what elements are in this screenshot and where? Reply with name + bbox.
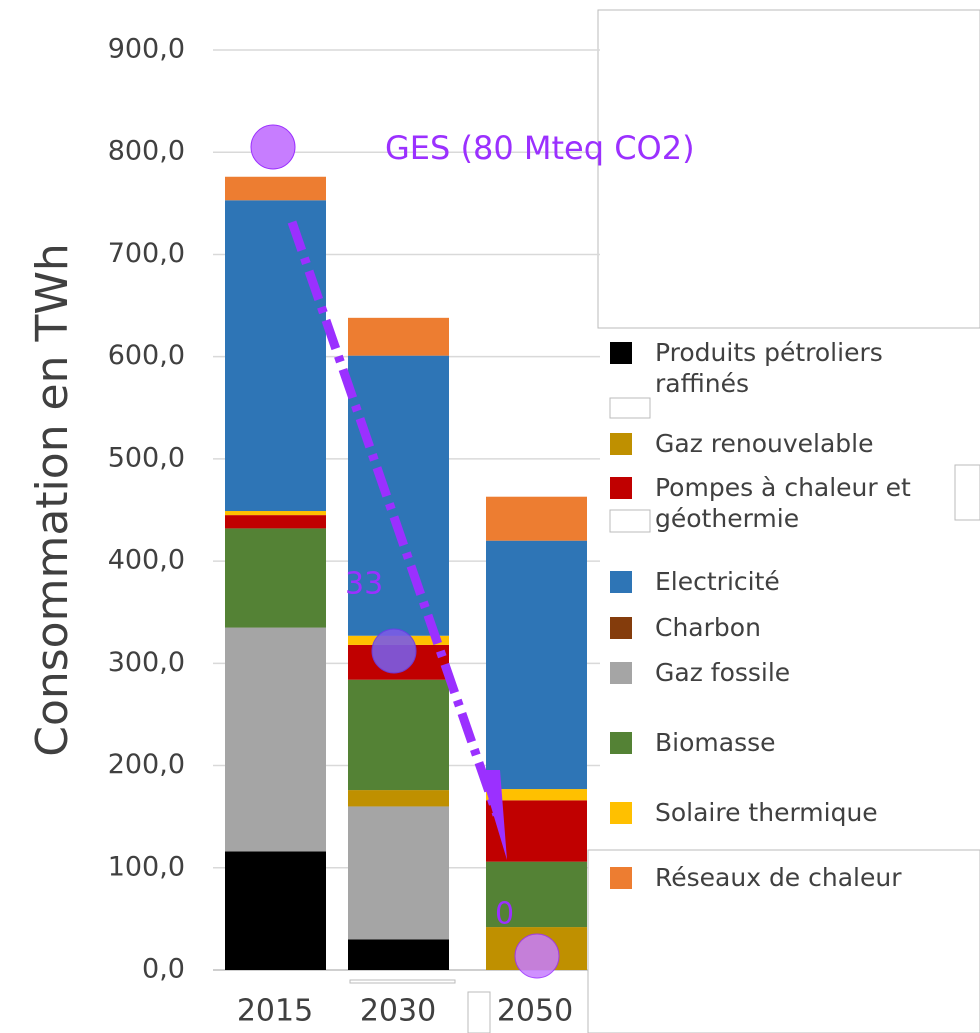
x-tick-label: 2030 — [360, 994, 436, 1029]
trend-arrow — [287, 220, 502, 817]
bar-segment — [225, 627, 326, 852]
legend-label: Gaz fossile — [655, 658, 791, 687]
overlay-box — [609, 397, 651, 419]
legend-swatch — [610, 617, 632, 639]
overlay-box — [597, 9, 980, 329]
arrow-head — [480, 770, 507, 860]
legend-item: Réseaux de chaleur — [610, 862, 980, 893]
legend-item: Electricité — [610, 566, 980, 597]
bar-segment — [348, 806, 449, 940]
y-tick-label: 800,0 — [108, 136, 185, 167]
annotation: 0 — [495, 897, 514, 932]
legend-label: Charbon — [655, 613, 761, 642]
bar-segment — [348, 317, 449, 356]
bar-segment — [225, 200, 326, 512]
marker — [514, 933, 560, 979]
overlay-box — [467, 991, 491, 1033]
bar-segment — [348, 355, 449, 636]
bar-segment — [486, 540, 587, 790]
legend-swatch — [610, 802, 632, 824]
legend-swatch — [610, 662, 632, 684]
bar-segment — [225, 511, 326, 516]
x-tick-label: 2050 — [497, 994, 573, 1029]
y-tick-label: 500,0 — [108, 442, 185, 473]
y-tick-label: 300,0 — [108, 647, 185, 678]
y-tick-label: 400,0 — [108, 545, 185, 576]
marker — [250, 124, 296, 170]
bar-segment — [348, 790, 449, 807]
legend-swatch — [610, 342, 632, 364]
legend-item: Solaire thermique — [610, 797, 980, 828]
bar-segment — [486, 861, 587, 928]
bar-segment — [225, 515, 326, 529]
legend-item: Biomasse — [610, 727, 980, 758]
legend-item: Pompes à chaleur et géothermie — [610, 472, 925, 534]
bar-segment — [348, 939, 449, 970]
legend-item: Gaz fossile — [610, 657, 980, 688]
overlay-box — [349, 979, 456, 984]
legend-item: Produits pétroliers raffinés — [610, 337, 955, 399]
bar-segment — [486, 496, 587, 541]
legend-swatch — [610, 477, 632, 499]
legend-swatch — [610, 732, 632, 754]
bar-segment — [225, 851, 326, 970]
y-tick-label: 900,0 — [108, 34, 185, 65]
bar-segment — [225, 528, 326, 628]
legend-item: Gaz renouvelable — [610, 428, 980, 459]
legend-swatch — [610, 433, 632, 455]
bar-segment — [225, 176, 326, 201]
legend-label: Réseaux de chaleur — [655, 863, 902, 892]
legend-label: Electricité — [655, 567, 780, 596]
y-tick-label: 0,0 — [142, 954, 185, 985]
y-tick-label: 100,0 — [108, 851, 185, 882]
annotation: GES (80 Mteq CO2) — [385, 129, 695, 167]
legend-label: Solaire thermique — [655, 798, 878, 827]
legend-swatch — [610, 867, 632, 889]
bar-segment — [348, 679, 449, 791]
y-tick-label: 600,0 — [108, 340, 185, 371]
legend-label: Pompes à chaleur et géothermie — [655, 473, 911, 533]
y-tick-label: 700,0 — [108, 238, 185, 269]
marker — [371, 628, 417, 674]
annotation: 33 — [345, 567, 383, 602]
legend-label: Biomasse — [655, 728, 776, 757]
legend-item: Charbon — [610, 612, 980, 643]
overlay-box — [587, 849, 980, 1033]
overlay-box — [609, 509, 651, 533]
bar-segment — [486, 789, 587, 801]
x-tick-label: 2015 — [237, 994, 313, 1029]
legend-label: Produits pétroliers raffinés — [655, 338, 883, 398]
y-tick-label: 200,0 — [108, 749, 185, 780]
y-axis-label: Consommation en TWh — [27, 243, 78, 757]
legend-label: Gaz renouvelable — [655, 429, 874, 458]
overlay-box — [954, 464, 980, 521]
legend-swatch — [610, 571, 632, 593]
